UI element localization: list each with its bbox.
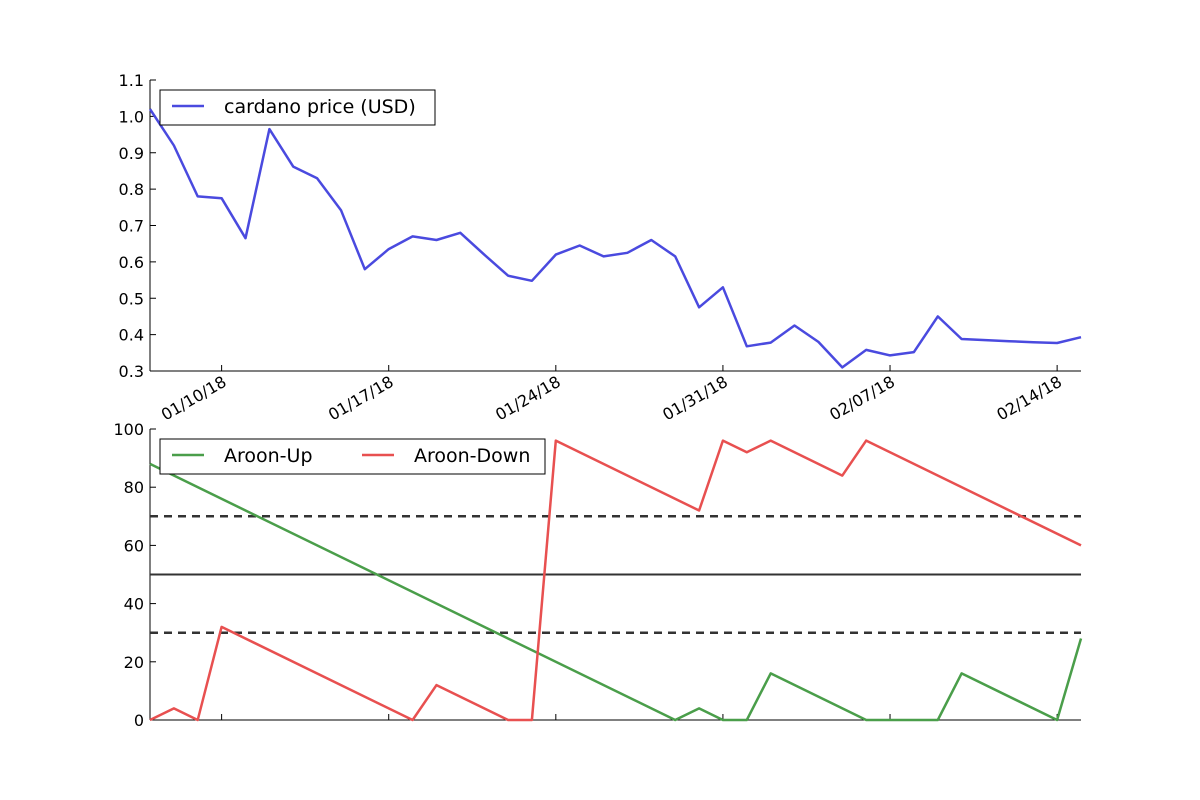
price-series-line-0: [148, 108, 1082, 369]
aroon-y-tick-label: 0: [134, 711, 144, 730]
price-y-tick-label: 0.6: [119, 253, 144, 272]
aroon-series-line-0: [149, 462, 1083, 722]
aroon-series-line-1: [149, 439, 1082, 722]
aroon-y-tick-label: 80: [124, 478, 144, 497]
aroon-y-tick-label: 60: [124, 536, 144, 555]
price-y-tick-label: 0.9: [119, 144, 144, 163]
aroon-legend: Aroon-Up Aroon-Down: [159, 438, 546, 475]
aroon-y-tick-label: 100: [113, 420, 144, 439]
aroon-y-tick-label: 20: [124, 653, 144, 672]
price-y-tick-label: 0.3: [119, 362, 144, 381]
price-y-tick-label: 0.7: [119, 217, 144, 236]
aroon-panel: 0 20 40 60 80 100 Aroon-Up Aroon-Down: [113, 420, 1083, 730]
price-x-tick-label: 01/24/18: [492, 372, 564, 424]
price-x-tick-label: 02/07/18: [826, 372, 898, 424]
aroon-legend-box: [159, 438, 546, 475]
aroon-up-legend-label: Aroon-Up: [224, 445, 313, 467]
price-y-tick-label: 1.0: [119, 107, 144, 126]
price-y-tick-label: 0.8: [119, 180, 144, 199]
price-x-tick-label: 01/17/18: [325, 372, 397, 424]
price-y-tick-label: 0.5: [119, 289, 144, 308]
price-legend-label: cardano price (USD): [224, 96, 416, 118]
price-y-tick-label: 0.4: [119, 326, 144, 345]
aroon-down-legend-label: Aroon-Down: [414, 445, 530, 467]
aroon-y-tick-label: 40: [124, 595, 144, 614]
price-series: [148, 108, 1082, 369]
aroon-y-ticks: 0 20 40 60 80 100: [113, 420, 1058, 730]
price-panel: 0.30.40.50.60.70.80.91.01.1 01/10/18 01/1…: [119, 71, 1082, 424]
aroon-series: [149, 439, 1083, 722]
price-x-tick-label: 01/31/18: [659, 372, 731, 424]
price-x-tick-label: 02/14/18: [993, 372, 1065, 424]
price-legend-box: [159, 89, 436, 126]
price-x-ticks: 01/10/18 01/17/18 01/24/18 01/31/18 02/07/18…: [158, 365, 1065, 424]
aroon-reference-lines: [150, 515, 1081, 634]
price-legend: cardano price (USD): [159, 89, 436, 126]
price-x-tick-label: 01/10/18: [158, 372, 230, 424]
price-y-tick-label: 1.1: [119, 71, 144, 90]
price-y-ticks: 0.3 0.4 0.5 0.6 0.7 0.8 0.9 1.0 1.1: [119, 71, 156, 381]
